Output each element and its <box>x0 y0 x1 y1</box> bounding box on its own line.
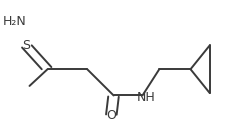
Text: NH: NH <box>136 91 155 104</box>
Text: S: S <box>22 39 30 52</box>
Text: O: O <box>106 109 116 122</box>
Text: H₂N: H₂N <box>3 15 27 28</box>
